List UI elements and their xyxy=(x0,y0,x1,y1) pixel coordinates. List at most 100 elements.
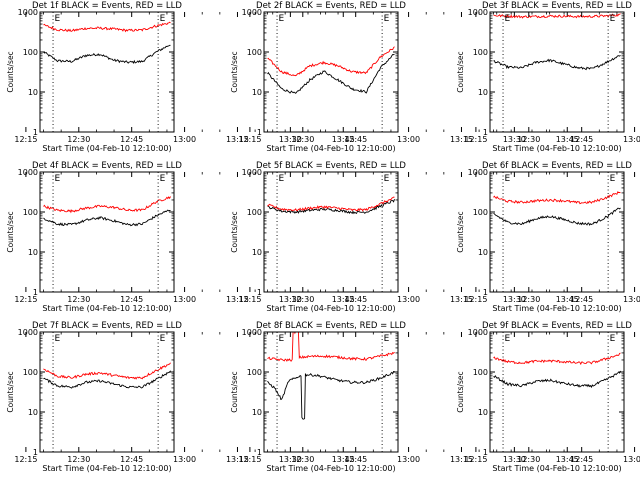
series-group xyxy=(43,21,171,65)
event-marker-label: E xyxy=(505,334,511,344)
series-lld-line xyxy=(267,332,395,362)
y-tick-label: 1000 xyxy=(468,328,488,337)
y-tick-label: 1 xyxy=(257,288,262,297)
plot-frame xyxy=(39,171,175,293)
y-tick-label: 100 xyxy=(473,368,488,377)
y-tick-label: 100 xyxy=(23,48,38,57)
y-tick-label: 1000 xyxy=(468,8,488,17)
x-tick-label: 13:30 xyxy=(279,295,302,304)
x-tick-label: 13:15 xyxy=(450,295,473,304)
chart-panel-3: Det 3f BLACK = Events, RED = LLD E E 1 10 100… xyxy=(456,1,640,153)
y-tick-label: 100 xyxy=(23,208,38,217)
y-tick-label: 1000 xyxy=(468,168,488,177)
y-tick-label: 10 xyxy=(252,88,262,97)
x-axis-label: Start Time (04-Feb-10 12:10:00) xyxy=(42,464,171,473)
event-marker-label: E xyxy=(55,14,61,24)
series-events-line xyxy=(43,44,171,65)
x-tick-label: 12:30 xyxy=(291,135,314,144)
y-tick-label: 100 xyxy=(247,48,262,57)
chart-title: Det 8f BLACK = Events, RED = LLD xyxy=(256,321,406,331)
chart-title: Det 5f BLACK = Events, RED = LLD xyxy=(256,161,406,171)
x-axis-label: Start Time (04-Feb-10 12:10:00) xyxy=(492,304,621,313)
plot-frame xyxy=(263,11,399,133)
x-tick-label: 12:45 xyxy=(570,455,593,464)
series-group xyxy=(493,191,621,226)
chart-panel-6: Det 6f BLACK = Events, RED = LLD E E 1 10 100… xyxy=(456,161,640,313)
y-axis-label: Counts/sec xyxy=(456,211,465,252)
chart-panel-4: Det 4f BLACK = Events, RED = LLD E E 1 10 100… xyxy=(6,161,355,313)
chart-title: Det 4f BLACK = Events, RED = LLD xyxy=(32,161,182,171)
chart-panel-1: Det 1f BLACK = Events, RED = LLD E E 1 10 100… xyxy=(6,1,355,153)
x-tick-label: 13:45 xyxy=(332,135,355,144)
x-axis-label: Start Time (04-Feb-10 12:10:00) xyxy=(492,144,621,153)
chart-title: Det 2f BLACK = Events, RED = LLD xyxy=(256,1,406,11)
series-events-line xyxy=(267,199,395,215)
x-tick-label: 12:45 xyxy=(120,295,143,304)
plot-frame xyxy=(263,171,399,293)
y-tick-label: 1 xyxy=(483,288,488,297)
event-marker-label: E xyxy=(384,174,390,184)
plot-frame xyxy=(39,11,175,133)
series-events-line xyxy=(493,370,621,389)
event-marker-label: E xyxy=(610,334,616,344)
series-lld-line xyxy=(493,191,621,205)
x-tick-label: 12:15 xyxy=(14,135,37,144)
y-tick-label: 1 xyxy=(483,448,488,457)
x-tick-label: 12:15 xyxy=(464,135,487,144)
y-tick-label: 10 xyxy=(478,88,488,97)
series-events-line xyxy=(43,209,171,227)
x-tick-label: 12:30 xyxy=(67,455,90,464)
x-tick-label: 13:30 xyxy=(279,455,302,464)
x-tick-label: 12:30 xyxy=(291,295,314,304)
series-lld-line xyxy=(43,196,171,214)
chart-panel-2: Det 2f BLACK = Events, RED = LLD E E 1 10 100… xyxy=(230,1,579,153)
series-events-line xyxy=(493,55,621,71)
chart-panel-7: Det 7f BLACK = Events, RED = LLD E E 1 10 100… xyxy=(6,321,355,473)
y-axis-label: Counts/sec xyxy=(456,371,465,412)
series-group xyxy=(267,332,395,420)
chart-title: Det 3f BLACK = Events, RED = LLD xyxy=(482,1,632,11)
x-tick-label: 13:30 xyxy=(279,135,302,144)
x-tick-label: 13:45 xyxy=(556,295,579,304)
event-marker-label: E xyxy=(55,174,61,184)
y-tick-label: 1 xyxy=(257,128,262,137)
x-axis-label: Start Time (04-Feb-10 12:10:00) xyxy=(266,144,395,153)
y-tick-label: 1 xyxy=(33,288,38,297)
x-tick-label: 12:15 xyxy=(238,135,261,144)
x-tick-label: 12:15 xyxy=(464,295,487,304)
y-tick-label: 10 xyxy=(478,408,488,417)
x-tick-label: 12:15 xyxy=(14,455,37,464)
event-marker-label: E xyxy=(384,14,390,24)
series-lld-line xyxy=(43,21,171,33)
x-tick-label: 13:30 xyxy=(503,455,526,464)
series-lld-line xyxy=(267,196,395,212)
y-axis-label: Counts/sec xyxy=(230,51,239,92)
y-tick-label: 10 xyxy=(28,248,38,257)
event-marker-label: E xyxy=(505,174,511,184)
y-tick-label: 10 xyxy=(28,88,38,97)
chart-title: Det 1f BLACK = Events, RED = LLD xyxy=(32,1,182,11)
event-marker-label: E xyxy=(610,174,616,184)
series-events-line xyxy=(267,53,395,94)
x-tick-label: 13:45 xyxy=(332,295,355,304)
series-group xyxy=(43,196,171,227)
x-tick-label: 13:45 xyxy=(556,135,579,144)
x-tick-label: 12:45 xyxy=(344,135,367,144)
x-tick-label: 12:45 xyxy=(344,295,367,304)
y-tick-label: 100 xyxy=(247,208,262,217)
series-group xyxy=(267,196,395,215)
x-tick-label: 12:30 xyxy=(67,295,90,304)
y-tick-label: 1 xyxy=(483,128,488,137)
x-tick-label: 12:45 xyxy=(570,135,593,144)
x-tick-label: 12:45 xyxy=(120,455,143,464)
plot-frame xyxy=(39,331,175,453)
y-tick-label: 1 xyxy=(257,448,262,457)
x-tick-label: 13:00 xyxy=(173,295,196,304)
event-marker-label: E xyxy=(55,334,61,344)
x-tick-label: 13:15 xyxy=(450,135,473,144)
event-marker-label: E xyxy=(279,14,285,24)
plot-frame xyxy=(489,171,625,293)
plot-frame xyxy=(489,331,625,453)
y-axis-label: Counts/sec xyxy=(230,371,239,412)
y-tick-label: 10 xyxy=(478,248,488,257)
